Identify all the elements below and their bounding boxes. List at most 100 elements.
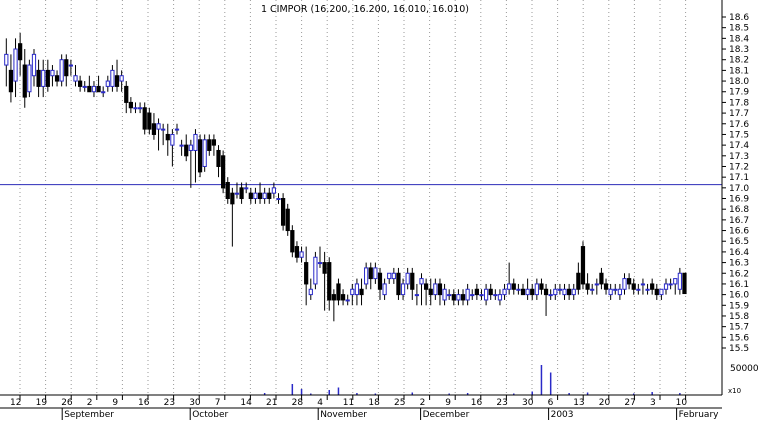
candle-body-down (585, 283, 590, 290)
candle-body-up (613, 288, 618, 291)
candle-body-up (677, 272, 682, 290)
x-tick-label: 27 (624, 398, 635, 408)
candle (640, 278, 646, 295)
candle (82, 81, 87, 92)
candle-body-up (516, 288, 521, 291)
candle-body-up (133, 107, 138, 110)
x-tick-label: 2 (420, 398, 426, 408)
candle-body-down (22, 64, 27, 98)
candle-body-down (211, 139, 217, 146)
candle-body-down (197, 139, 203, 173)
candle (280, 193, 286, 231)
candle-body-up (534, 283, 539, 296)
x-tick-label: 25 (394, 398, 405, 408)
x-tick-label: 23 (496, 398, 507, 408)
candle (373, 262, 378, 284)
candle (659, 288, 664, 300)
candle (663, 278, 669, 295)
x-tick-label: 30 (189, 398, 201, 408)
candle-body-down (151, 123, 157, 135)
y-tick-label: 15.6 (729, 333, 749, 343)
candle (359, 278, 364, 306)
candle-body-down (530, 288, 535, 296)
candle (331, 289, 336, 322)
candles (4, 33, 687, 322)
volume-tick-label: 50000 (730, 364, 759, 374)
candle-body-up (668, 283, 673, 286)
candle-body-down (96, 85, 101, 93)
candle (428, 278, 433, 306)
candle-body-up (645, 288, 650, 291)
y-tick-label: 16.2 (729, 269, 749, 279)
candle (405, 267, 410, 290)
candle (585, 273, 590, 295)
candle-body-down (359, 288, 364, 296)
candle (576, 262, 581, 295)
candle (567, 283, 572, 300)
candle (682, 272, 687, 295)
candle (525, 278, 530, 300)
candle (677, 267, 682, 295)
candle-body-up (373, 267, 378, 280)
x-tick-label: 9 (112, 398, 118, 408)
candle (673, 278, 678, 295)
y-tick-label: 18.3 (729, 45, 749, 55)
x-axis-ticks: 12 19 26 2 9 16 23 30 7 14 21 28 4 11 18 25 2 9 16 23 30 6 13 2… (10, 395, 687, 408)
candle-body-up (13, 48, 18, 82)
candle-body-down (8, 69, 14, 93)
candle-body-up (557, 288, 563, 291)
candle-body-up (502, 288, 507, 296)
candle (202, 134, 207, 172)
candle-body-down (239, 187, 244, 200)
candle-body-up (68, 64, 74, 67)
candle-body-up (470, 294, 475, 297)
candle-body-down (543, 288, 549, 296)
candle (387, 272, 392, 284)
candle-body-down (124, 85, 129, 103)
candle-body-down (322, 262, 327, 274)
y-tick-label: 17.5 (729, 130, 749, 140)
candle (377, 267, 383, 300)
y-tick-label: 17.1 (729, 173, 749, 183)
candle (137, 102, 143, 114)
candle (151, 113, 157, 140)
y-tick-label: 16.5 (729, 237, 749, 247)
candle-body-down (396, 272, 401, 296)
month-label: October (192, 410, 228, 420)
candle-body-up (562, 288, 567, 296)
candle-body-up (244, 187, 249, 190)
y-tick-label: 18.2 (729, 56, 749, 66)
month-label: November (320, 410, 367, 420)
candle (257, 182, 263, 204)
candle-body-down (248, 192, 253, 200)
candle (50, 65, 55, 87)
candle-body-down (230, 192, 235, 205)
candle (414, 283, 420, 306)
candle (22, 49, 27, 108)
candle (87, 75, 92, 93)
candle-body-up (234, 192, 240, 195)
y-tick-label: 17.4 (729, 141, 749, 151)
y-tick-label: 16.1 (729, 280, 749, 290)
candle (396, 267, 401, 300)
y-tick-label: 18.4 (729, 34, 749, 44)
candle-body-up (119, 75, 124, 82)
month-label: 2003 (551, 410, 574, 420)
y-tick-label: 16.6 (729, 227, 749, 237)
y-tick-label: 18.5 (729, 24, 749, 34)
candle-body-down (460, 294, 466, 301)
candle (520, 283, 526, 296)
x-tick-label: 12 (10, 398, 21, 408)
candle-body-down (488, 288, 493, 296)
candle (557, 283, 563, 295)
candle-body-up (659, 288, 664, 296)
candle (36, 59, 41, 98)
candle (207, 134, 212, 156)
candle (474, 283, 479, 300)
candle-body-up (50, 69, 55, 77)
candle (313, 251, 318, 290)
candle (650, 278, 655, 295)
candle (548, 289, 553, 300)
candle-body-up (137, 107, 143, 110)
candle-body-down (36, 69, 41, 87)
